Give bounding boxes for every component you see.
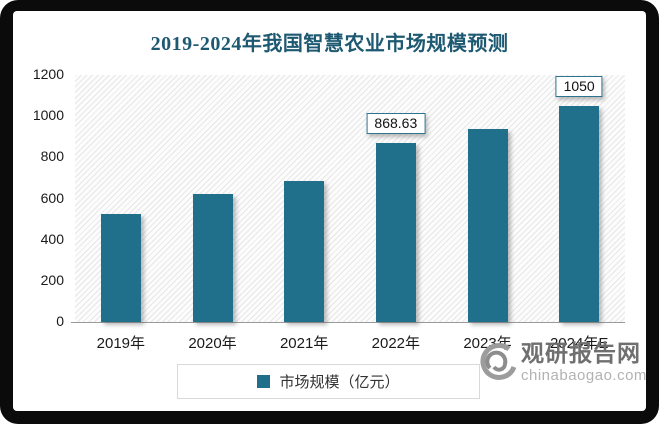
x-axis-label: 2021年 [279, 335, 329, 352]
watermark: 观研报告网 chinabaogao.com [476, 340, 647, 393]
bar [375, 143, 416, 322]
y-axis-tick-label: 1000 [32, 107, 64, 124]
swirl-g-icon [476, 340, 518, 393]
watermark-site-name: 观研报告网 [521, 340, 641, 366]
x-axis-label: 2022年 [371, 335, 421, 352]
bar [192, 194, 233, 322]
x-axis-label: 2020年 [188, 335, 237, 352]
legend-swatch-icon [257, 375, 271, 388]
chart-title: 2019-2024年我国智慧农业市场规模预测 [150, 33, 509, 55]
legend: 市场规模（亿元） [177, 364, 480, 399]
bar [559, 105, 600, 322]
y-axis-tick-label: 1200 [32, 66, 64, 82]
y-axis-tick-label: 600 [40, 189, 64, 206]
x-axis-label: 2024年E [549, 335, 609, 352]
bar [467, 128, 508, 322]
x-axis-line [71, 322, 625, 323]
y-axis-tick-label: 400 [40, 230, 64, 247]
x-axis-label: 2019年 [96, 335, 146, 352]
data-label: 868.63 [366, 113, 426, 135]
watermark-site-url: chinabaogao.com [521, 367, 647, 384]
data-label: 1050 [555, 75, 603, 97]
y-axis-tick-label: 800 [40, 148, 64, 165]
bar [284, 181, 325, 322]
y-axis-tick-label: 0 [56, 313, 64, 329]
legend-label: 市场规模（亿元） [279, 374, 400, 391]
plot-area [75, 75, 625, 322]
y-axis-tick-label: 200 [40, 271, 64, 288]
bar [100, 213, 141, 322]
